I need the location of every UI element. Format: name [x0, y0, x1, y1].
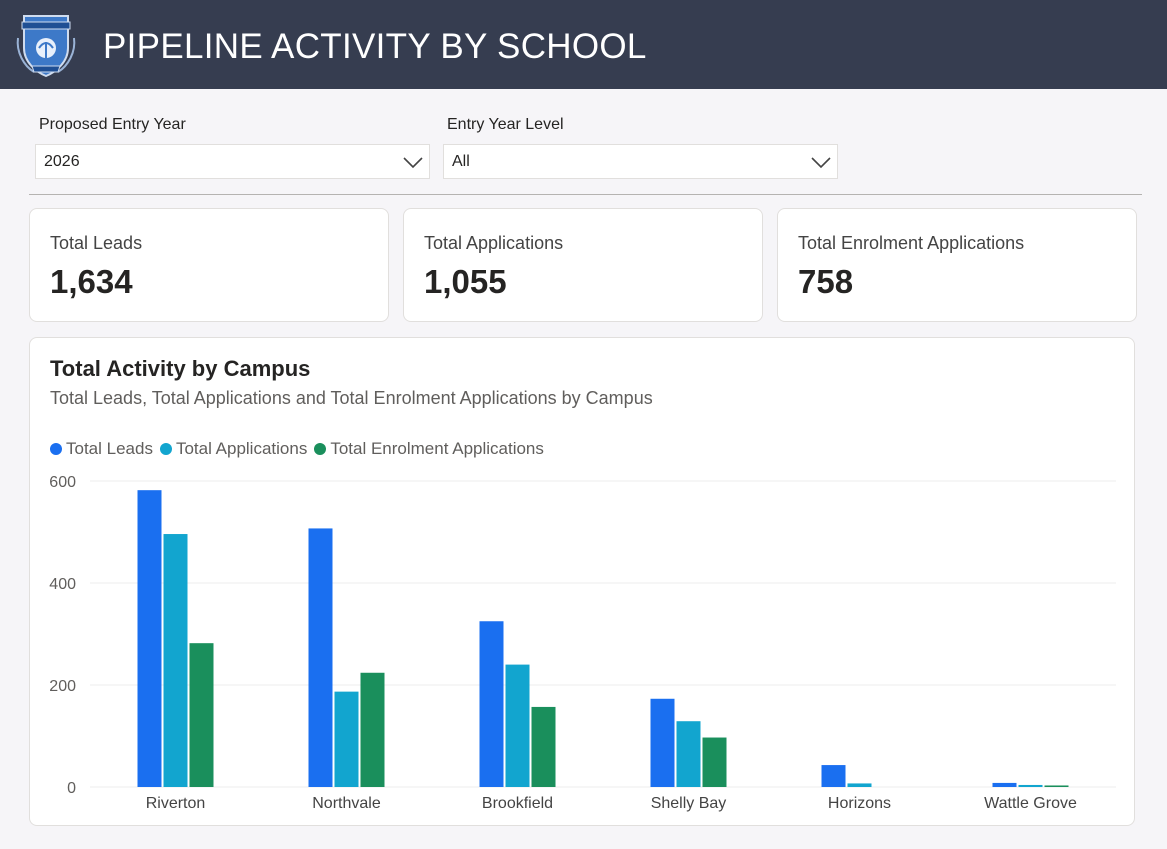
legend-label: Total Applications	[175, 439, 308, 458]
legend-item-total-enrolment-applications[interactable]: Total Enrolment Applications	[314, 439, 544, 459]
bar-total-applications[interactable]	[163, 534, 188, 787]
bar-total-leads[interactable]	[137, 490, 162, 787]
kpi-card-total-enrolment-applications: Total Enrolment Applications 758	[777, 208, 1137, 322]
x-tick-label: Brookfield	[482, 795, 553, 812]
bar-total-leads[interactable]	[308, 528, 333, 787]
kpi-card-total-leads: Total Leads 1,634	[29, 208, 389, 322]
kpi-card-total-applications: Total Applications 1,055	[403, 208, 763, 322]
kpi-value: 758	[798, 263, 854, 300]
bar-total-enrolment-applications[interactable]	[360, 672, 385, 787]
legend-label: Total Enrolment Applications	[330, 439, 544, 458]
entry-level-value: All	[452, 153, 470, 170]
entry-year-dropdown[interactable]: 2026	[35, 144, 430, 179]
bar-chart: 0 200 400 600 Riverton Northvale Brookfield She…	[49, 474, 1116, 812]
y-tick-label: 200	[49, 678, 76, 695]
chart-legend: Total Leads Total Applications Total Enr…	[50, 439, 551, 459]
kpi-value: 1,055	[424, 263, 507, 300]
legend-marker	[159, 443, 172, 455]
chart-panel: Total Activity by Campus Total Leads, To…	[29, 337, 1135, 826]
chart-subtitle: Total Leads, Total Applications and Tota…	[50, 388, 653, 408]
legend-item-total-applications[interactable]: Total Applications	[159, 439, 308, 459]
kpi-value: 1,634	[50, 263, 133, 300]
kpi-label: Total Leads	[50, 233, 143, 253]
x-tick-label: Shelly Bay	[651, 795, 727, 812]
bar-total-applications[interactable]	[505, 664, 530, 787]
bar-total-leads[interactable]	[650, 698, 675, 787]
chart-title: Total Activity by Campus	[50, 356, 311, 381]
y-tick-label: 600	[49, 474, 76, 491]
legend-marker	[314, 443, 327, 455]
chevron-down-icon[interactable]	[810, 153, 832, 171]
x-tick-label: Riverton	[146, 795, 206, 812]
bar-total-applications[interactable]	[1018, 784, 1043, 787]
college-crest-logo	[16, 15, 76, 78]
chevron-down-icon[interactable]	[402, 153, 424, 171]
bar-total-applications[interactable]	[676, 721, 701, 787]
entry-year-value: 2026	[44, 153, 80, 170]
page-title: PIPELINE ACTIVITY BY SCHOOL	[103, 27, 647, 66]
bar-total-applications[interactable]	[847, 783, 872, 787]
bar-total-enrolment-applications[interactable]	[531, 706, 556, 787]
entry-level-dropdown[interactable]: All	[443, 144, 838, 179]
legend-marker	[50, 443, 62, 455]
filter-divider	[29, 194, 1142, 195]
entry-year-label: Proposed Entry Year	[39, 116, 186, 133]
x-tick-label: Horizons	[828, 795, 891, 812]
legend-label: Total Leads	[66, 439, 153, 458]
kpi-label: Total Enrolment Applications	[798, 233, 1025, 253]
kpi-label: Total Applications	[424, 233, 564, 253]
legend-item-total-leads[interactable]: Total Leads	[50, 439, 153, 459]
bar-total-enrolment-applications[interactable]	[189, 643, 214, 787]
x-tick-label: Wattle Grove	[984, 795, 1077, 812]
x-tick-label: Northvale	[312, 795, 381, 812]
y-tick-label: 400	[49, 576, 76, 593]
bar-total-leads[interactable]	[479, 621, 504, 787]
bar-total-leads[interactable]	[821, 765, 846, 787]
header-bar: PIPELINE ACTIVITY BY SCHOOL	[0, 0, 1167, 89]
bar-total-applications[interactable]	[334, 691, 359, 787]
entry-level-label: Entry Year Level	[447, 116, 564, 133]
bar-total-enrolment-applications[interactable]	[702, 737, 727, 787]
y-tick-label: 0	[67, 780, 76, 797]
bar-total-leads[interactable]	[992, 782, 1017, 787]
bar-total-enrolment-applications[interactable]	[1044, 785, 1069, 787]
